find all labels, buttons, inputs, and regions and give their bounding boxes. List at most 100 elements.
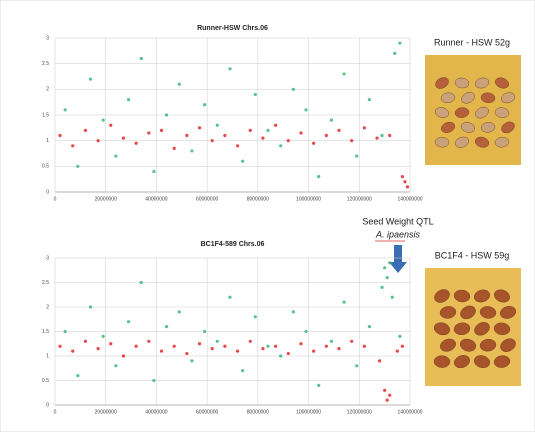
point [403, 180, 407, 184]
seed [494, 107, 510, 118]
point [126, 320, 131, 324]
point [147, 339, 151, 343]
seed [454, 355, 470, 369]
point [312, 349, 316, 353]
point [317, 383, 321, 387]
point [398, 41, 402, 45]
seed [493, 355, 511, 368]
y-tick-label: 2 [46, 304, 49, 310]
point [177, 310, 181, 314]
point [177, 82, 181, 86]
seed [453, 289, 471, 303]
y-tick-label: 1 [46, 138, 49, 144]
point [274, 123, 278, 127]
seed [453, 322, 471, 336]
y-tick-label: 2.5 [42, 61, 49, 67]
point [350, 139, 354, 143]
point [185, 133, 189, 138]
point [393, 51, 397, 56]
seed [475, 106, 489, 119]
point [329, 118, 333, 122]
point [215, 339, 219, 343]
point [299, 342, 303, 346]
seed [440, 92, 456, 104]
point [139, 56, 143, 61]
point [304, 108, 308, 112]
point [121, 354, 126, 358]
x-tick-label: 80000000 [247, 409, 269, 415]
point [126, 98, 131, 102]
point [248, 339, 252, 343]
point [261, 136, 265, 140]
point [362, 344, 366, 348]
point [329, 339, 333, 343]
point [83, 128, 88, 132]
point [185, 351, 189, 356]
point [190, 149, 194, 153]
y-tick-label: 3 [46, 255, 49, 261]
point [266, 128, 270, 132]
x-tick-label: 140000000 [397, 409, 422, 415]
point [324, 133, 328, 138]
point [96, 347, 100, 351]
point [362, 126, 366, 130]
point [197, 342, 202, 346]
point [96, 139, 100, 143]
point [324, 344, 328, 348]
point [228, 67, 232, 71]
x-tick-label: 120000000 [347, 196, 372, 202]
seed [454, 77, 470, 89]
point [190, 359, 194, 363]
point [139, 280, 143, 285]
point [134, 344, 138, 348]
seed [500, 92, 516, 104]
x-tick-label: 0 [54, 196, 57, 202]
point [58, 344, 62, 348]
point [109, 342, 113, 346]
point [164, 325, 169, 329]
point [63, 329, 67, 334]
point [279, 144, 283, 148]
point [134, 141, 138, 145]
seed [493, 322, 511, 336]
point [109, 123, 113, 127]
point [101, 334, 105, 338]
point [76, 374, 80, 378]
point [350, 339, 354, 343]
seed [494, 289, 510, 303]
point [390, 295, 394, 299]
point [266, 344, 270, 348]
point [71, 144, 75, 148]
point [223, 133, 227, 138]
point [228, 295, 232, 299]
seed [460, 305, 476, 320]
point [248, 128, 252, 132]
point [172, 344, 176, 348]
annotation: Seed Weight QTL [362, 216, 433, 226]
point [203, 329, 207, 334]
point [398, 334, 402, 338]
point [215, 123, 219, 127]
y-tick-label: 1.5 [42, 112, 49, 118]
point [235, 144, 240, 148]
point [337, 128, 341, 132]
seed [439, 306, 457, 319]
point [400, 175, 404, 179]
point [203, 103, 207, 107]
x-tick-label: 20000000 [95, 196, 117, 202]
point [291, 310, 295, 314]
point [405, 185, 410, 189]
x-tick-label: 0 [54, 409, 57, 415]
point [385, 276, 389, 280]
y-tick-label: 0 [46, 189, 49, 195]
seed [480, 92, 496, 104]
point [210, 139, 214, 143]
point [235, 349, 240, 353]
seed [473, 289, 491, 303]
point [197, 126, 202, 130]
seed [474, 136, 490, 148]
photo-caption: BC1F4 - HSW 59g [435, 250, 510, 260]
point [388, 133, 392, 138]
y-tick-label: 2.5 [42, 280, 49, 286]
seed [495, 77, 509, 89]
